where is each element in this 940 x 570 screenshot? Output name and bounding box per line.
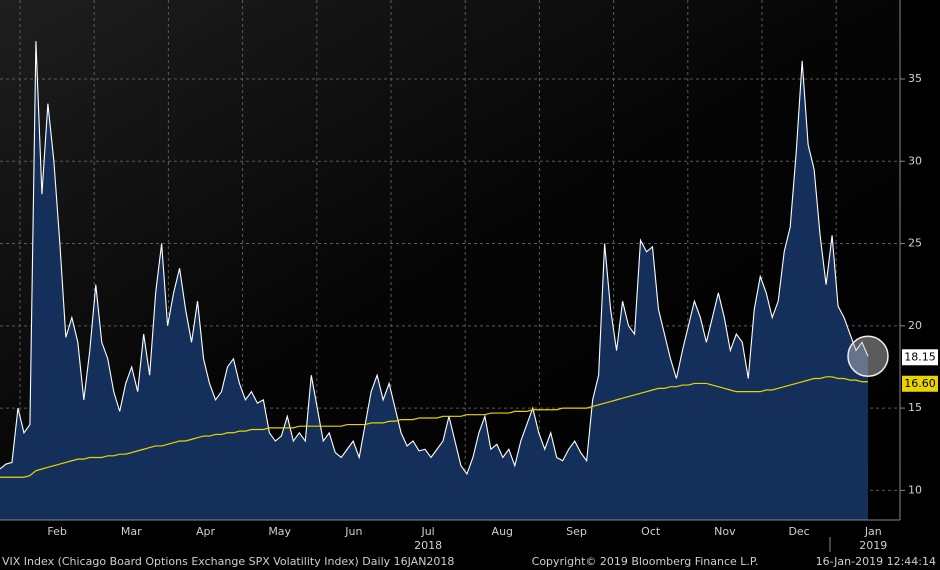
x-tick-label: Nov [714, 525, 736, 538]
x-tick-label: Jan [864, 525, 882, 538]
x-tick-label: Dec [788, 525, 809, 538]
x-tick-label: Jul [420, 525, 434, 538]
year-label: 2019 [859, 539, 887, 552]
x-tick-label: May [268, 525, 291, 538]
y-tick-label: 15 [908, 401, 922, 414]
x-tick-label: Aug [492, 525, 513, 538]
end-tag-label: 16.60 [904, 377, 936, 390]
x-tick-label: Jun [344, 525, 362, 538]
x-tick-label: Feb [47, 525, 66, 538]
year-label: 2018 [414, 539, 442, 552]
line [0, 41, 869, 476]
area [0, 41, 868, 520]
highlight-circle [847, 335, 889, 378]
end-tag [902, 375, 938, 392]
footer-title: VIX Index (Chicago Board Options Exchang… [2, 555, 454, 568]
plot-layer [0, 41, 900, 520]
copyright: Copyright© 2019 Bloomberg Finance L.P. [532, 555, 759, 568]
end-tag [902, 349, 938, 366]
line [0, 376, 868, 478]
y-tick-label: 30 [908, 154, 922, 167]
end-tag-label: 18.15 [904, 350, 936, 363]
x-tick-label: Sep [566, 525, 587, 538]
y-tick-label: 35 [908, 72, 922, 85]
y-tick-label: 10 [908, 483, 922, 496]
y-tick-label: 25 [908, 237, 922, 250]
x-tick-label: Apr [196, 525, 216, 538]
timestamp: 16-Jan-2019 12:44:14 [816, 555, 936, 568]
y-tick-label: 20 [908, 319, 922, 332]
x-tick-label: Mar [121, 525, 142, 538]
x-tick-label: Oct [641, 525, 661, 538]
